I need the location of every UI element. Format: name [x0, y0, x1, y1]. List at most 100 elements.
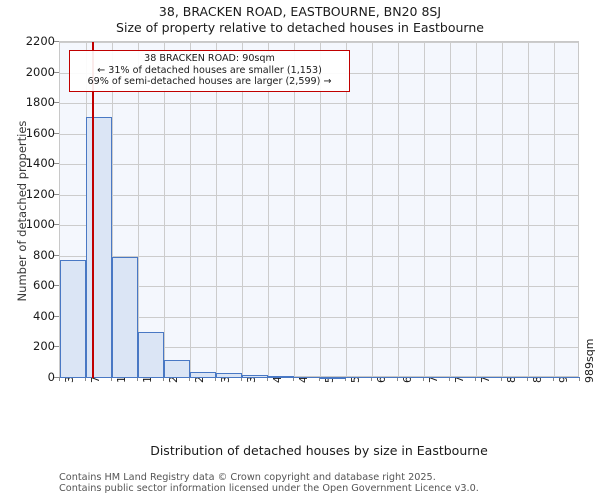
gridline-vertical: [294, 42, 295, 376]
y-axis-tick-mark: [54, 224, 59, 226]
chart-subtitle: Size of property relative to detached ho…: [116, 20, 484, 35]
bar: [450, 377, 476, 378]
bar: [242, 374, 268, 378]
x-axis-tick-mark: [423, 377, 424, 381]
gridline-horizontal: [60, 255, 578, 257]
x-axis-tick-mark: [345, 377, 346, 381]
bar: [60, 260, 86, 378]
bar: [294, 377, 320, 378]
y-axis-tick-label: 800: [33, 247, 55, 262]
plot-area: [59, 41, 580, 379]
x-axis-tick-mark: [163, 377, 164, 381]
bar: [138, 332, 164, 378]
footer-line-2: Contains public sector information licen…: [59, 483, 479, 494]
gridline-vertical: [398, 42, 399, 376]
gridline-vertical: [502, 42, 503, 376]
x-axis-tick-mark: [189, 377, 190, 381]
gridline-vertical: [528, 42, 529, 376]
x-axis-tick-mark: [111, 377, 112, 381]
y-axis-tick-mark: [54, 254, 59, 256]
y-axis-tick-label: 2200: [25, 34, 55, 48]
x-axis-tick-mark: [371, 377, 372, 381]
gridline-vertical: [372, 42, 373, 376]
y-axis-tick-label: 1600: [25, 125, 55, 140]
gridline-horizontal: [60, 42, 578, 43]
x-axis-tick-mark: [553, 377, 554, 381]
gridline-vertical: [164, 42, 165, 376]
bar: [528, 377, 554, 378]
y-axis-tick-mark: [54, 193, 59, 195]
x-axis-tick-mark: [85, 377, 86, 381]
x-axis-tick-mark: [397, 377, 398, 381]
gridline-vertical: [320, 42, 321, 376]
x-axis-tick-mark: [241, 377, 242, 381]
y-axis-tick-mark: [54, 315, 59, 317]
y-axis-tick-label: 400: [33, 308, 55, 323]
gridline-horizontal: [60, 347, 578, 349]
annotation-box: 38 BRACKEN ROAD: 90sqm ← 31% of detached…: [69, 50, 350, 92]
chart-title: 38, BRACKEN ROAD, EASTBOURNE, BN20 8SJ: [158, 4, 442, 19]
y-axis-tick-mark: [54, 163, 59, 165]
y-axis-tick-mark: [54, 132, 59, 134]
annotation-line-2: ← 31% of detached houses are smaller (1,…: [97, 64, 322, 76]
bar: [86, 116, 112, 378]
gridline-vertical: [216, 42, 217, 376]
y-axis-tick-mark: [54, 346, 59, 348]
bar: [112, 256, 138, 378]
x-axis-tick-mark: [579, 377, 580, 381]
x-axis-tick-mark: [137, 377, 138, 381]
bar: [320, 376, 346, 379]
gridline-vertical: [268, 42, 269, 376]
gridline-vertical: [424, 42, 425, 376]
y-axis-tick-mark: [54, 377, 59, 378]
bar: [476, 377, 502, 378]
bar: [190, 371, 216, 378]
y-axis-tick-label: 200: [33, 339, 55, 354]
y-axis-tick-label: 1800: [25, 95, 55, 110]
y-axis-tick-label: 1200: [25, 186, 55, 201]
gridline-horizontal: [60, 164, 578, 166]
x-axis-tick-label: 989sqm: [583, 338, 596, 383]
bar: [424, 377, 450, 378]
x-axis-tick-mark: [319, 377, 320, 381]
gridline-vertical: [450, 42, 451, 376]
x-axis-tick-mark: [501, 377, 502, 381]
gridline-vertical: [346, 42, 347, 376]
gridline-vertical: [242, 42, 243, 376]
gridline-vertical: [112, 42, 113, 376]
bar: [216, 373, 242, 378]
gridline-vertical: [554, 42, 555, 376]
y-axis-tick-mark: [54, 102, 59, 104]
x-axis-tick-mark: [59, 377, 60, 381]
annotation-line-3: 69% of semi-detached houses are larger (…: [87, 76, 332, 88]
gridline-horizontal: [60, 133, 578, 135]
bar: [398, 377, 424, 378]
x-axis-tick-mark: [475, 377, 476, 381]
gridline-horizontal: [60, 286, 578, 288]
gridline-horizontal: [60, 316, 578, 318]
y-axis-tick-label: 1000: [25, 217, 55, 232]
property-marker-line: [92, 42, 94, 378]
bar: [554, 377, 580, 378]
bar: [502, 377, 528, 378]
y-axis-tick-label: 2000: [25, 64, 55, 79]
x-axis-tick-mark: [527, 377, 528, 381]
bar: [346, 377, 372, 378]
y-axis-tick-label: 0: [47, 370, 55, 384]
x-axis-title: Distribution of detached houses by size …: [150, 443, 488, 458]
y-axis-tick-label: 1400: [25, 156, 55, 171]
gridline-horizontal: [60, 103, 578, 105]
gridline-horizontal: [60, 225, 578, 227]
x-axis-tick-mark: [293, 377, 294, 381]
annotation-line-1: 38 BRACKEN ROAD: 90sqm: [144, 53, 275, 65]
bar: [164, 360, 190, 378]
bar: [372, 377, 398, 378]
y-axis-tick-mark: [54, 285, 59, 287]
gridline-horizontal: [60, 194, 578, 196]
bar: [268, 376, 294, 379]
y-axis-tick-mark: [54, 41, 59, 42]
x-axis-tick-mark: [215, 377, 216, 381]
y-axis-tick-label: 600: [33, 278, 55, 293]
x-axis-tick-mark: [449, 377, 450, 381]
